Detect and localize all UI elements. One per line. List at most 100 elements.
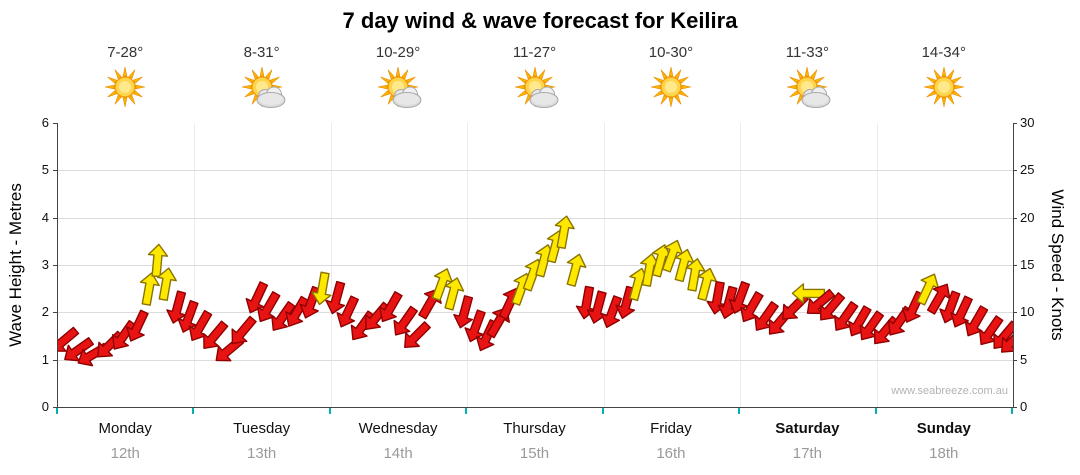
wind-arrow [615, 285, 636, 320]
wind-arrow [379, 291, 403, 323]
day-temp: 8-31° [243, 44, 280, 61]
right-axis-tick-label: 30 [1020, 115, 1035, 130]
wind-arrow [464, 309, 486, 343]
bottom-axis-tick [465, 408, 468, 414]
wind-arrow [325, 280, 346, 315]
day-temp: 10-30° [648, 44, 694, 61]
day-temp: 11-33° [785, 44, 829, 61]
left-axis-tick [53, 407, 57, 408]
right-axis-tick [1013, 217, 1017, 219]
wind-arrow [147, 243, 169, 278]
day-date: 12th [110, 445, 140, 462]
wind-arrow [188, 309, 213, 342]
wind-arrow [336, 295, 359, 328]
sun-cloud-icon [509, 63, 561, 115]
wind-arrow [393, 305, 418, 336]
wind-arrow [651, 244, 672, 278]
bottom-axis-tick [874, 408, 877, 414]
wind-arrow [453, 295, 474, 329]
cloud-icon [801, 86, 831, 108]
sun-icon [645, 63, 697, 115]
right-axis-tick [1013, 312, 1017, 314]
wind-arrow [697, 267, 718, 302]
day-date: 15th [519, 445, 550, 462]
wind-arrow [859, 310, 885, 341]
wind-arrow [674, 248, 695, 283]
wind-arrow [285, 295, 309, 327]
wind-arrow [256, 291, 281, 323]
day-name: Sunday [916, 420, 971, 437]
gridline [58, 359, 1013, 361]
bottom-axis-tick [601, 408, 604, 414]
day-date: 16th [656, 445, 686, 462]
right-axis-tick-label: 20 [1020, 209, 1035, 225]
wind-arrow [166, 290, 187, 324]
day-date: 14th [383, 445, 413, 462]
wind-arrow [1000, 325, 1013, 353]
wind-arrow [806, 288, 836, 315]
bottom-axis-tick [328, 408, 331, 414]
wind-arrow [950, 295, 973, 328]
day-temp: 11-27° [512, 44, 557, 61]
wind-arrow [139, 272, 160, 306]
wind-arrow [791, 283, 826, 304]
left-axis-tick-label: 3 [41, 257, 49, 272]
left-axis-tick-label: 1 [41, 351, 49, 367]
left-axis-tick [53, 123, 57, 124]
sun-icon [99, 63, 151, 115]
wind-arrow [833, 300, 859, 331]
wind-arrow [156, 267, 177, 302]
sun-cloud-icon [781, 63, 833, 115]
bottom-axis-tick [1011, 408, 1013, 414]
gridline [58, 217, 1013, 219]
right-axis-tick [1013, 123, 1017, 124]
wind-arrow [640, 253, 661, 287]
bottom-axis-tick [738, 408, 741, 414]
wind-arrow [819, 292, 846, 321]
day-temp: 7-28° [107, 44, 144, 61]
wind-arrow [203, 320, 229, 349]
wind-arrow [754, 300, 779, 331]
right-axis-tick [1013, 170, 1017, 172]
wind-arrow [404, 321, 431, 349]
day-name: Saturday [775, 420, 840, 437]
left-axis-tick [53, 359, 57, 361]
wind-arrow [717, 285, 738, 320]
day-name: Monday [98, 420, 152, 437]
left-axis-tick-label: 6 [41, 115, 49, 130]
wind-arrow [112, 319, 137, 350]
wind-arrow [58, 326, 80, 352]
wind-arrow [916, 273, 940, 306]
wind-arrow [554, 215, 575, 250]
day-name: Wednesday [358, 420, 438, 437]
day-name: Tuesday [233, 420, 291, 437]
left-axis-tick-label: 2 [41, 304, 49, 320]
right-axis-tick-label: 15 [1020, 257, 1035, 272]
wind-arrow [685, 258, 706, 292]
bottom-axis-tick [192, 408, 195, 414]
wind-arrow [444, 277, 465, 311]
wind-arrow [231, 315, 257, 345]
day-date: 13th [247, 445, 277, 462]
watermark: www.seabreeze.com.au [891, 385, 1008, 397]
wind-arrow [964, 305, 989, 337]
right-axis-tick [1013, 359, 1017, 361]
wind-arrow [431, 268, 454, 302]
wind-arrow [600, 295, 623, 329]
right-axis-tick [1013, 265, 1017, 266]
left-axis-tick-label: 0 [41, 399, 49, 414]
left-axis-tick-label: 4 [41, 209, 49, 225]
right-axis-tick-label: 0 [1020, 399, 1028, 414]
wind-arrow [271, 300, 296, 331]
wind-arrow [740, 291, 764, 323]
left-axis-tick-label: 5 [41, 162, 49, 178]
sun-cloud-icon [372, 63, 424, 115]
day-temp: 10-29° [375, 44, 421, 61]
right-axis-tick-label: 10 [1020, 304, 1035, 320]
wind-arrow [311, 271, 332, 306]
wind-arrows-layer [58, 215, 1013, 367]
cloud-icon [529, 86, 558, 108]
wind-arrow [126, 309, 149, 342]
bottom-axis-tick [56, 408, 58, 414]
